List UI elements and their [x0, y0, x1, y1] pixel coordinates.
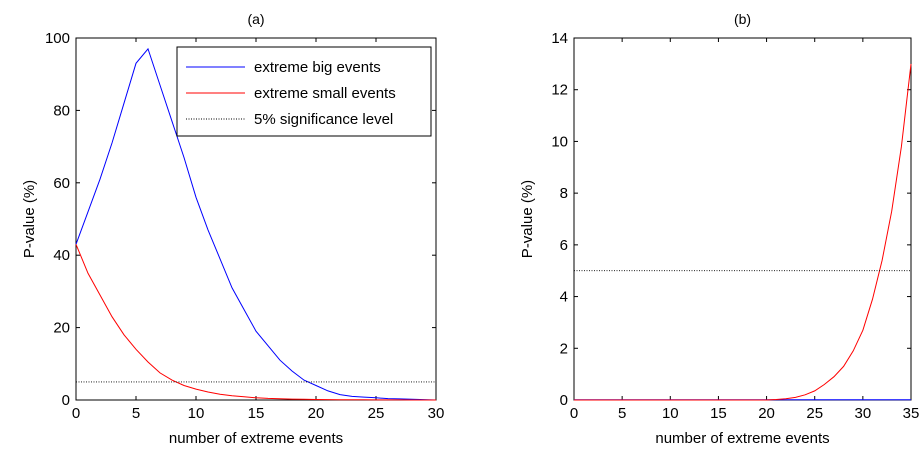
chart-title: (b) [734, 11, 751, 27]
chart-panel-1: (b) 0 5 10 15 20 25 30 35 0 2 4 6 8 10 12 14 number of ex… [519, 11, 919, 447]
y-tick-label: 60 [53, 175, 70, 192]
y-tick-label: 2 [560, 340, 568, 357]
y-tick-label: 80 [53, 102, 70, 119]
x-tick-label: 0 [72, 405, 80, 422]
y-tick-label: 4 [560, 289, 568, 306]
legend-box [176, 46, 432, 137]
x-tick-label: 35 [903, 405, 920, 422]
x-tick-label: 15 [710, 405, 727, 422]
x-tick-label: 15 [248, 405, 265, 422]
x-tick-label: 0 [570, 405, 578, 422]
series-line-1 [75, 244, 436, 401]
legend: extreme big events extreme small events 5%… [176, 46, 432, 137]
x-tick-label: 25 [806, 405, 823, 422]
y-tick-label: 6 [560, 237, 568, 254]
y-tick-label: 20 [53, 320, 70, 337]
y-tick-label: 100 [45, 30, 70, 47]
plot-frame [573, 37, 912, 401]
y-tick-label: 40 [53, 247, 70, 264]
series-line-1 [574, 63, 912, 401]
x-tick-label: 30 [855, 405, 872, 422]
x-tick-label: 10 [662, 405, 679, 422]
legend-label: extreme big events [254, 59, 381, 76]
x-tick-label: 5 [132, 405, 140, 422]
x-axis-label: number of extreme events [655, 430, 829, 447]
y-axis-label: P-value (%) [519, 180, 536, 258]
y-axis-label: P-value (%) [21, 180, 38, 258]
x-tick-label: 20 [758, 405, 775, 422]
series-line-0 [75, 47, 437, 401]
legend-label: 5% significance level [254, 111, 393, 128]
x-tick-label: 30 [428, 405, 445, 422]
y-tick-label: 0 [560, 392, 568, 409]
x-tick-label: 5 [618, 405, 626, 422]
y-tick-label: 14 [551, 30, 568, 47]
y-tick-label: 10 [551, 133, 568, 150]
x-tick-label: 20 [308, 405, 325, 422]
x-axis-label: number of extreme events [169, 430, 343, 447]
x-tick-label: 25 [368, 405, 385, 422]
chart-title: (a) [247, 11, 264, 27]
y-tick-label: 8 [560, 185, 568, 202]
legend-label: extreme small events [254, 85, 396, 102]
y-tick-label: 0 [62, 392, 70, 409]
y-tick-label: 12 [551, 82, 568, 99]
chart-panel-0: (a) 0 5 10 15 20 25 30 0 20 40 60 80 100 number of ext… [21, 11, 444, 447]
x-tick-label: 10 [188, 405, 205, 422]
